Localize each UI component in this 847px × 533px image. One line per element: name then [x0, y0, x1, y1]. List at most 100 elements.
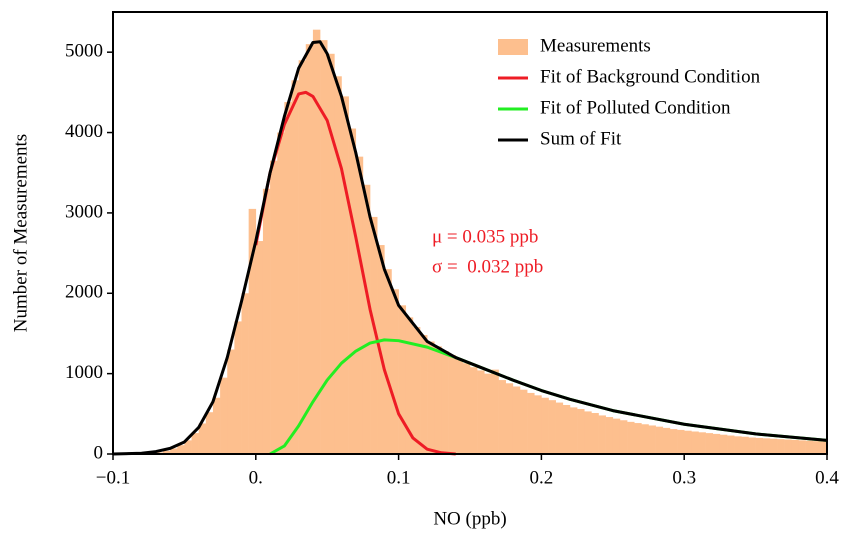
histogram-bar	[270, 160, 278, 454]
histogram-bar	[291, 80, 299, 455]
histogram-bar	[427, 341, 435, 454]
histogram-bar	[284, 102, 292, 455]
histogram-bar	[241, 293, 249, 454]
histogram-bar	[412, 327, 421, 454]
histogram-bar	[348, 128, 357, 454]
histogram-bar	[434, 346, 442, 454]
histogram-bar	[777, 439, 785, 454]
histogram-bar	[205, 412, 214, 454]
histogram-bar	[355, 156, 364, 454]
histogram-bar	[384, 269, 392, 454]
x-tick-label: 0.1	[387, 467, 411, 488]
y-axis-label: Number of Measurements	[10, 134, 31, 332]
histogram-bar	[191, 433, 199, 454]
histogram-bar	[370, 216, 378, 454]
histogram-bar	[798, 440, 806, 454]
x-tick-label: 0.2	[530, 467, 554, 488]
x-tick-label: 0.4	[815, 467, 839, 488]
histogram-bar	[327, 53, 335, 454]
histogram-bar	[177, 445, 185, 454]
histogram-bar	[512, 386, 521, 454]
histogram-bar	[762, 438, 771, 454]
histogram-bar	[448, 355, 457, 454]
histogram-bar	[805, 440, 814, 454]
histogram-bar	[391, 289, 399, 454]
histogram-bar	[619, 420, 628, 454]
histogram-bar	[441, 351, 449, 454]
legend-label: Measurements	[540, 35, 651, 56]
fit-line	[254, 90, 456, 456]
histogram-bar	[162, 450, 171, 454]
histogram-bar	[227, 349, 235, 454]
histogram-bar	[170, 448, 178, 454]
y-tick-label: 3000	[65, 201, 103, 222]
histogram-bar	[684, 430, 692, 454]
histogram-bar	[305, 44, 314, 455]
histogram-bar	[712, 433, 721, 454]
histogram-bar	[398, 305, 407, 454]
histogram-bar	[212, 397, 221, 454]
histogram-bar	[341, 96, 349, 454]
histogram-bar	[420, 335, 428, 454]
histogram-bar	[634, 423, 642, 454]
histogram-bar	[320, 40, 328, 455]
histogram-bar	[769, 438, 778, 454]
histogram-bar	[298, 60, 307, 455]
plot-frame	[112, 11, 828, 455]
histogram-bar	[555, 402, 564, 454]
legend-patch	[498, 39, 528, 55]
histogram-bar	[562, 404, 571, 454]
histogram-bar	[234, 321, 242, 454]
histogram-bar	[541, 397, 549, 454]
histogram-bar	[705, 433, 714, 454]
histogram-bar	[184, 440, 192, 454]
histogram-bar	[669, 429, 678, 454]
histogram-bar	[727, 435, 735, 454]
histogram-bar	[362, 184, 371, 455]
histogram-bar	[312, 29, 321, 455]
histogram-bar	[519, 389, 528, 454]
y-tick-label: 1000	[65, 362, 103, 383]
histogram-bar	[748, 437, 756, 454]
histogram-bar	[548, 400, 556, 454]
annotation: σ = 0.032 ppb	[432, 256, 543, 277]
histogram-bar	[641, 424, 649, 454]
x-tick-label: −0.1	[96, 467, 130, 488]
histogram-bar	[584, 411, 592, 454]
histogram-bar	[527, 392, 535, 454]
histogram-bar	[741, 436, 749, 454]
legend-label: Fit of Polluted Condition	[540, 97, 731, 118]
histogram-bar	[462, 363, 471, 454]
histogram-bar	[819, 441, 828, 454]
histogram-bar	[534, 395, 542, 454]
y-tick-label: 4000	[65, 121, 103, 142]
histogram-bar	[591, 413, 599, 454]
histogram-bar	[248, 208, 257, 454]
histogram-bar	[655, 426, 664, 454]
histogram-bar	[627, 421, 635, 454]
histogram-bar	[719, 434, 728, 454]
legend-label: Fit of Background Condition	[540, 66, 761, 87]
annotation: μ = 0.035 ppb	[432, 226, 538, 247]
histogram-bar	[698, 432, 706, 454]
histogram-bar	[677, 429, 685, 454]
histogram-bar	[755, 437, 764, 454]
histogram-bar	[784, 439, 792, 454]
histogram-bar	[405, 317, 414, 454]
histogram-bar	[470, 367, 478, 454]
histogram-bar	[505, 383, 514, 454]
x-tick-label: 0.3	[672, 467, 696, 488]
histogram-bar	[734, 436, 742, 454]
histogram-bar	[691, 431, 699, 454]
histogram-bar	[277, 132, 285, 454]
legend-label: Sum of Fit	[540, 128, 622, 149]
histogram-bar	[198, 423, 207, 454]
histogram-bar	[569, 407, 578, 454]
histogram-bar	[577, 408, 585, 454]
histogram-bar	[812, 441, 821, 454]
histogram-bar	[262, 188, 271, 455]
histogram-bar	[455, 359, 464, 454]
histogram-bar	[662, 427, 671, 454]
y-tick-label: 5000	[65, 41, 103, 62]
histogram-bar	[648, 425, 656, 454]
